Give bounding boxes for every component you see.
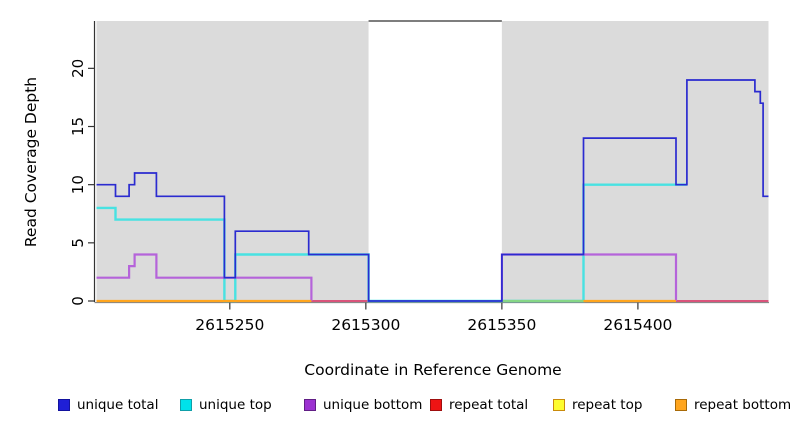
y-tick-label: 5 (69, 238, 87, 248)
unique-total-swatch-icon (58, 399, 70, 411)
x-tick-label: 2615400 (603, 316, 672, 334)
series-line-unique-total (96, 79, 769, 302)
legend-label: unique top (199, 397, 272, 413)
legend-label: repeat bottom (694, 397, 792, 413)
series-line-unique-bottom (96, 253, 313, 301)
x-tick-label: 2615300 (331, 316, 400, 334)
repeat-total-swatch-icon (430, 399, 442, 411)
x-tick-label: 2615350 (467, 316, 536, 334)
repeat-bottom-swatch-icon (675, 399, 687, 411)
plot-background-panel (96, 21, 369, 301)
y-tick-label: 10 (69, 175, 87, 194)
x-tick-label: 2615250 (195, 316, 264, 334)
legend-label: unique bottom (323, 397, 423, 413)
y-axis-label: Read Coverage Depth (22, 76, 40, 248)
y-tick-label: 0 (69, 296, 87, 306)
plot-background-panel (501, 21, 769, 301)
y-tick-label: 20 (69, 59, 87, 78)
legend-label: repeat total (449, 397, 529, 413)
y-tick-label: 15 (69, 117, 87, 136)
unique-top-swatch-icon (180, 399, 192, 411)
legend-label: repeat top (572, 397, 643, 413)
repeat-top-swatch-icon (553, 399, 565, 411)
unique-bottom-swatch-icon (304, 399, 316, 411)
legend-label: unique total (77, 397, 159, 413)
legend: unique total unique top unique bottom re… (0, 396, 792, 420)
x-axis-label: Coordinate in Reference Genome (304, 361, 562, 379)
